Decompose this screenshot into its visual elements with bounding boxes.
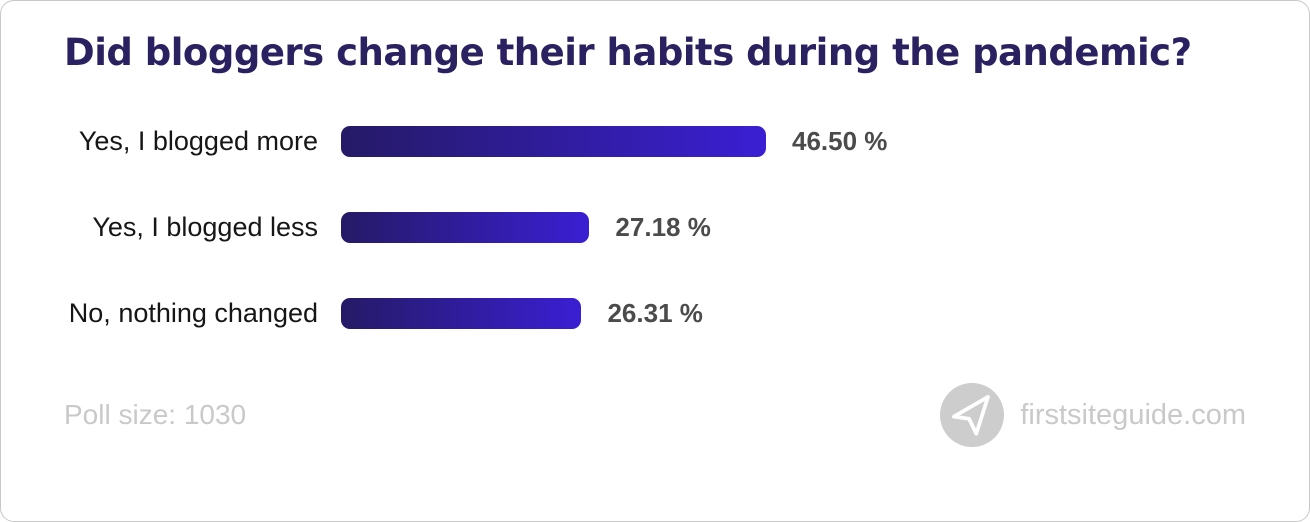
bar-value-label: 46.50 % (792, 126, 888, 156)
bar (341, 126, 766, 157)
footer: Poll size: 1030 firstsiteguide.com (64, 383, 1246, 447)
bar-row: Yes, I blogged less 27.18 % (1, 212, 1309, 243)
brand: firstsiteguide.com (940, 383, 1246, 447)
bar (341, 212, 590, 243)
poll-size-label: Poll size: 1030 (64, 399, 247, 430)
bar-value-label: 27.18 % (615, 212, 711, 242)
bar-category-label: No, nothing changed (68, 298, 318, 328)
bar-category-label: Yes, I blogged less (92, 212, 318, 242)
paper-plane-icon (940, 383, 1005, 447)
bar-chart: Yes, I blogged more 46.50 % Yes, I blogged… (1, 126, 1309, 329)
bar-value-label: 26.31 % (607, 298, 703, 328)
bar-row: Yes, I blogged more 46.50 % (1, 126, 1309, 157)
bar-category-label: Yes, I blogged more (78, 126, 318, 156)
brand-text: firstsiteguide.com (1020, 398, 1246, 431)
bar (341, 298, 582, 329)
chart-title: Did bloggers change their habits during … (64, 31, 1192, 74)
bar-row: No, nothing changed 26.31 % (1, 298, 1309, 329)
